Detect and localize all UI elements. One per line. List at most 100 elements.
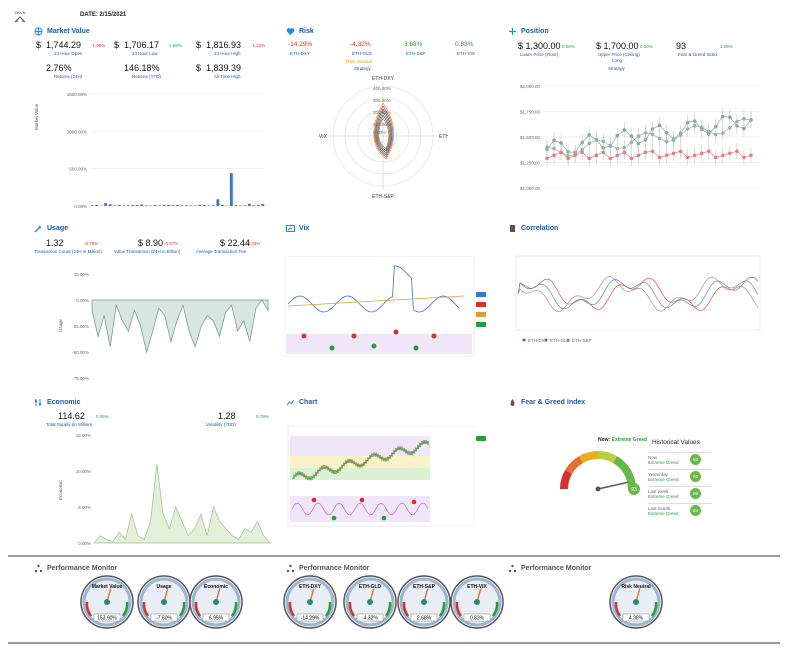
history-status: Extreme Greed <box>648 511 679 516</box>
usage-stat-change: -0.67% <box>164 241 179 246</box>
heart-icon <box>286 28 295 35</box>
gauge-value: 6.95% <box>209 616 224 622</box>
radar-series <box>374 105 394 158</box>
risk-stat-value: 0.83% <box>455 41 474 48</box>
correlation-legend: ETH-DXY <box>528 338 548 343</box>
y-tick: $1,500.00 <box>520 135 541 140</box>
y-tick: 25.00% <box>74 272 89 277</box>
oscillator-line <box>291 502 429 516</box>
gauge-value: -7.60% <box>156 616 172 622</box>
y-tick: 500.00% <box>69 167 87 172</box>
correlation-title: Correlation <box>508 224 558 233</box>
risk-stat-label: ETH-S&P <box>406 51 426 56</box>
vix-signal <box>371 343 377 349</box>
nodes-icon <box>34 564 43 573</box>
performance-gauge: Risk Neutral 4.38% <box>609 575 663 629</box>
radar-axis-label: ETH-S&P <box>372 194 394 200</box>
nodes-icon <box>508 564 517 573</box>
vix-trend <box>287 295 465 307</box>
y-tick: 0.00% <box>78 541 91 546</box>
usage-stat-label: Value Transaction (24H in Billion) <box>114 249 181 254</box>
history-row: Last month Extreme Greed <box>648 503 712 519</box>
performance-gauge: Economic 6.95% <box>189 575 243 629</box>
bar <box>95 204 99 206</box>
globe-icon <box>34 27 43 36</box>
y-tick: $1,000.00 <box>520 186 541 191</box>
bar <box>216 199 220 206</box>
position-chart: $2,000.00 $1,750.00 $1,500.00 $1,250.00 $1,0… <box>520 84 760 191</box>
performance-gauge: ETH-S&P 2.68% <box>397 575 451 629</box>
radar-series <box>378 117 390 150</box>
radar-series <box>376 111 392 154</box>
radar-series <box>375 108 393 156</box>
fear-greed-now: Now: Extreme Greed <box>598 437 648 443</box>
gauge-label: ETH-DXY <box>299 584 322 590</box>
history-value: 92 <box>690 471 701 482</box>
chart-window-icon <box>286 225 295 232</box>
usage-area <box>91 299 269 354</box>
gauge-segment <box>560 470 573 490</box>
market-stat-label: All Time High <box>214 74 241 79</box>
bar <box>202 205 206 206</box>
history-status: Extreme Greed <box>648 477 679 482</box>
bar <box>113 205 117 206</box>
gauge-value: 153.90% <box>97 616 117 622</box>
vix-title: Vix <box>286 224 309 233</box>
fear-greed-gauge: 93 <box>560 451 640 495</box>
bar <box>256 205 260 206</box>
position-strategy: Strategy <box>608 66 625 71</box>
vix-signal <box>329 345 335 351</box>
market-stat-value: 1,839.39 <box>206 63 242 73</box>
bar <box>180 205 184 206</box>
market-stat-value: 1,706.17 <box>124 40 160 50</box>
risk-title: Risk <box>286 27 314 36</box>
history-value: 84 <box>690 505 701 516</box>
y-tick: -50.00% <box>72 350 89 355</box>
market-stat-label: 24 Hour High <box>214 51 241 56</box>
usage-area-chart: 25.00% 0.00% -25.00% -50.00% -75.00% <box>72 272 269 381</box>
currency-symbol: $ <box>114 40 120 50</box>
nodes-icon <box>286 564 295 573</box>
radar-ring-label: 200.00% <box>373 110 391 115</box>
bar <box>261 204 265 206</box>
vix-signal <box>431 333 437 339</box>
perf-monitor-3-title: Performance Monitor <box>508 564 591 573</box>
y-tick: 10.00% <box>76 469 91 474</box>
y-tick: 0.00% <box>76 298 89 303</box>
bar <box>167 204 170 206</box>
vix-signal <box>413 345 419 351</box>
risk-stat-label: ETH-DXY <box>290 51 310 56</box>
performance-gauge: Usage -7.60% <box>137 575 191 629</box>
usage-stat-label: Average Transaction Fee <box>196 249 247 254</box>
y-tick: -75.00% <box>72 376 89 381</box>
trade-signal <box>311 497 317 503</box>
usage-stat-change: -0.33% <box>246 241 261 246</box>
market-stat-label: Returns (24H) <box>54 74 83 79</box>
history-row: Yesterday Extreme Greed <box>648 469 712 485</box>
y-tick: 0.00% <box>74 204 87 209</box>
performance-gauge: ETH-VIX 0.83% <box>450 575 504 629</box>
position-point <box>749 153 753 158</box>
risk-stat-value: -4.32% <box>350 41 371 48</box>
gauge-label: ETH-VIX <box>467 584 487 590</box>
bar <box>176 205 179 206</box>
document-icon <box>510 225 515 232</box>
radar-ring-label: 0.00% <box>373 130 386 135</box>
trade-signal <box>411 499 417 505</box>
position-stat-value: 93 <box>676 41 687 51</box>
trend-icon <box>286 399 295 406</box>
logo: DKVN <box>12 10 28 25</box>
economic-stat-label: Total Supply (in Million) <box>46 422 93 427</box>
economic-stat-change: 0.79% <box>256 414 269 419</box>
risk-strategy: Strategy <box>354 66 371 71</box>
market-value-title: Market Value <box>34 27 90 36</box>
y-tick: 15.00% <box>76 433 91 438</box>
position-series <box>546 116 752 153</box>
bar <box>104 203 108 206</box>
vix-price-tag <box>476 322 486 327</box>
date-label: DATE: 2/15/2021 <box>80 12 127 18</box>
market-value-bar-chart: 1500.00% 1000.00% 500.00% 0.00% <box>67 92 265 209</box>
y-tick: $2,000.00 <box>520 84 541 89</box>
y-tick: 1500.00% <box>67 92 87 97</box>
vix-signal <box>393 329 399 335</box>
